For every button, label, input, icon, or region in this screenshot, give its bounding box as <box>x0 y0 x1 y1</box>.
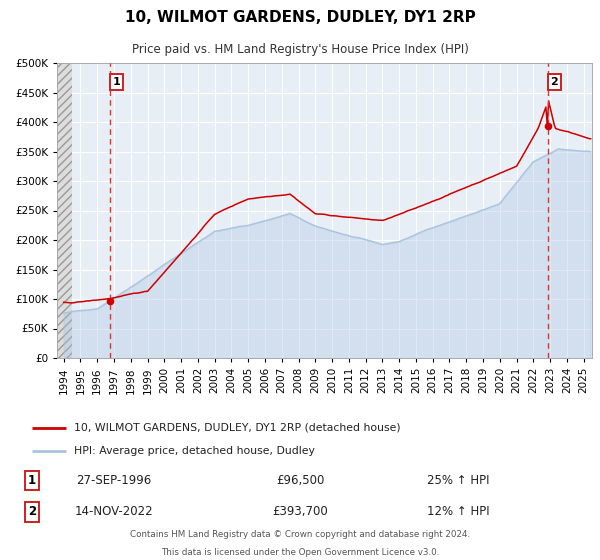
Text: This data is licensed under the Open Government Licence v3.0.: This data is licensed under the Open Gov… <box>161 548 439 557</box>
Text: 2: 2 <box>28 505 36 519</box>
Text: Price paid vs. HM Land Registry's House Price Index (HPI): Price paid vs. HM Land Registry's House … <box>131 43 469 55</box>
Text: Contains HM Land Registry data © Crown copyright and database right 2024.: Contains HM Land Registry data © Crown c… <box>130 530 470 539</box>
Text: 14-NOV-2022: 14-NOV-2022 <box>74 505 153 519</box>
Text: 2: 2 <box>550 77 558 87</box>
Text: 10, WILMOT GARDENS, DUDLEY, DY1 2RP (detached house): 10, WILMOT GARDENS, DUDLEY, DY1 2RP (det… <box>74 423 401 432</box>
Text: 1: 1 <box>28 474 36 487</box>
Text: £393,700: £393,700 <box>272 505 328 519</box>
Text: 25% ↑ HPI: 25% ↑ HPI <box>427 474 489 487</box>
Text: £96,500: £96,500 <box>276 474 324 487</box>
Text: 12% ↑ HPI: 12% ↑ HPI <box>427 505 489 519</box>
Text: 10, WILMOT GARDENS, DUDLEY, DY1 2RP: 10, WILMOT GARDENS, DUDLEY, DY1 2RP <box>125 10 475 25</box>
Bar <box>57 63 72 358</box>
Text: 27-SEP-1996: 27-SEP-1996 <box>76 474 152 487</box>
Text: HPI: Average price, detached house, Dudley: HPI: Average price, detached house, Dudl… <box>74 446 315 456</box>
Text: 1: 1 <box>112 77 120 87</box>
